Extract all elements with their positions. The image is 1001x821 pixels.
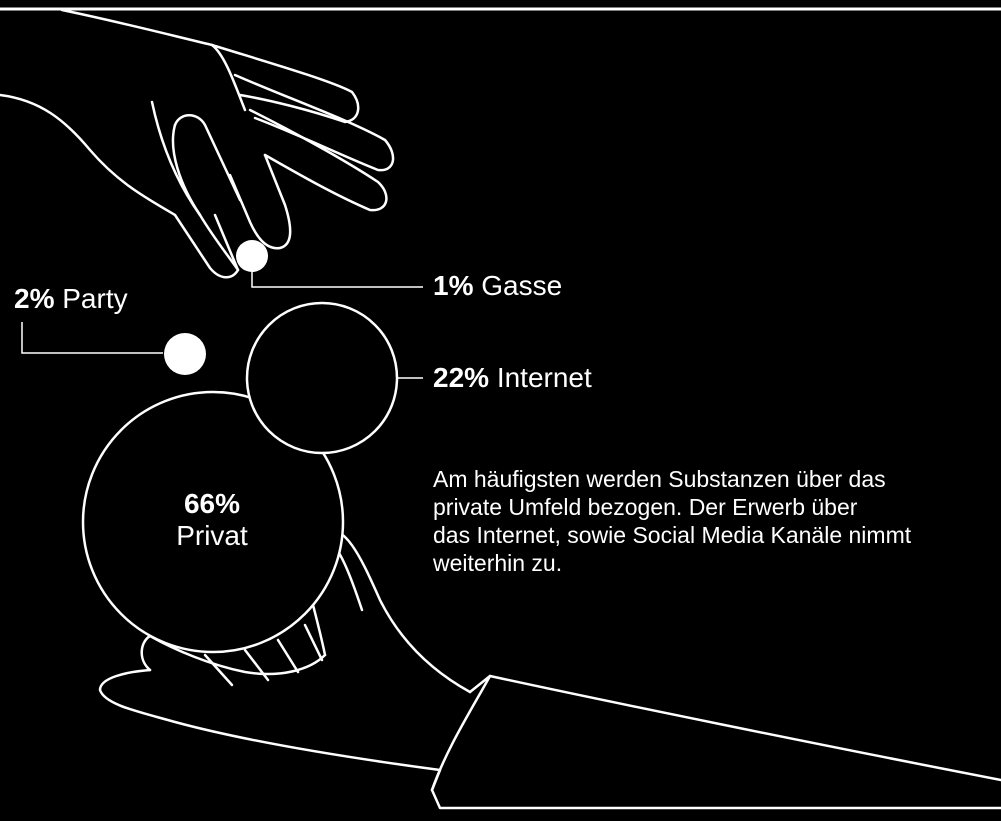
party-label: 2% Party [14,283,128,315]
gasse-leader [251,272,423,288]
party-percent: 2% [14,283,55,314]
bottom-hand-icon [98,527,1001,810]
party-circle [164,333,206,375]
description-line: private Umfeld bezogen. Der Erwerb über [433,494,858,520]
gasse-name: Gasse [481,270,563,301]
description-text: Am häufigsten werden Substanzen über das… [433,465,993,577]
top-hand-icon [0,8,395,279]
internet-circle [245,301,399,455]
privat-percent: 66% [183,488,241,519]
party-leader [21,322,163,354]
internet-percent: 22% [433,362,490,393]
description-line: weiterhin zu. [433,550,563,576]
party-name: Party [62,283,128,314]
internet-label: 22% Internet [433,362,592,394]
privat-label: 66% Privat [142,488,282,552]
privat-name: Privat [176,520,248,551]
privat-circle [81,390,345,654]
gasse-circle [236,240,268,272]
description-line: Am häufigsten werden Substanzen über das [433,466,886,492]
gasse-percent: 1% [433,270,474,301]
description-line: das Internet, sowie Social Media Kanäle … [433,522,912,548]
internet-name: Internet [496,362,592,393]
gasse-label: 1% Gasse [433,270,562,302]
